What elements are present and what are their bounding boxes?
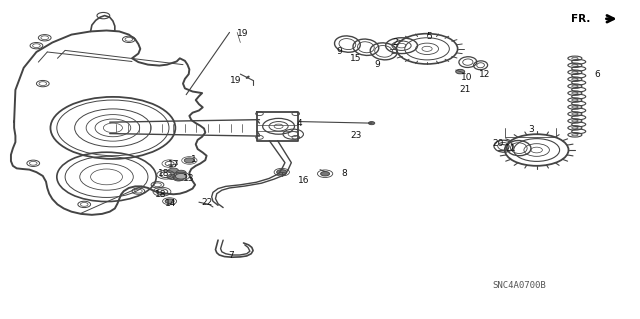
Text: 14: 14 xyxy=(164,199,176,208)
Circle shape xyxy=(276,170,287,175)
Text: 18: 18 xyxy=(158,169,170,178)
Text: 8: 8 xyxy=(341,169,347,178)
Circle shape xyxy=(167,174,177,179)
Text: 3: 3 xyxy=(529,125,534,134)
Text: 6: 6 xyxy=(595,70,600,78)
Text: 2: 2 xyxy=(392,38,398,47)
Text: 5: 5 xyxy=(427,32,433,41)
Text: 20: 20 xyxy=(493,139,504,148)
Circle shape xyxy=(369,122,375,125)
Text: 19: 19 xyxy=(230,76,242,85)
Text: 15: 15 xyxy=(350,54,362,63)
Text: 9: 9 xyxy=(374,60,380,69)
Text: 4: 4 xyxy=(297,119,303,128)
Text: 17: 17 xyxy=(168,160,179,169)
Text: 7: 7 xyxy=(228,251,234,260)
Text: FR.: FR. xyxy=(572,14,591,24)
Text: 19: 19 xyxy=(237,28,248,38)
Circle shape xyxy=(165,199,174,204)
Text: 1: 1 xyxy=(191,155,196,164)
Text: 18: 18 xyxy=(155,190,166,199)
Text: SNC4A0700B: SNC4A0700B xyxy=(492,281,546,291)
Text: 10: 10 xyxy=(461,73,472,82)
Circle shape xyxy=(184,158,195,163)
Text: 11: 11 xyxy=(506,144,517,153)
Circle shape xyxy=(321,172,330,176)
Circle shape xyxy=(456,69,465,74)
Circle shape xyxy=(175,174,187,179)
Circle shape xyxy=(176,170,186,175)
Text: 13: 13 xyxy=(183,174,195,183)
Text: 9: 9 xyxy=(336,48,342,56)
Text: 21: 21 xyxy=(460,85,471,94)
Circle shape xyxy=(168,168,179,173)
Text: 12: 12 xyxy=(479,70,490,78)
Circle shape xyxy=(173,176,184,181)
Text: 22: 22 xyxy=(201,198,212,207)
Text: 16: 16 xyxy=(298,175,309,185)
Text: 23: 23 xyxy=(350,131,362,140)
